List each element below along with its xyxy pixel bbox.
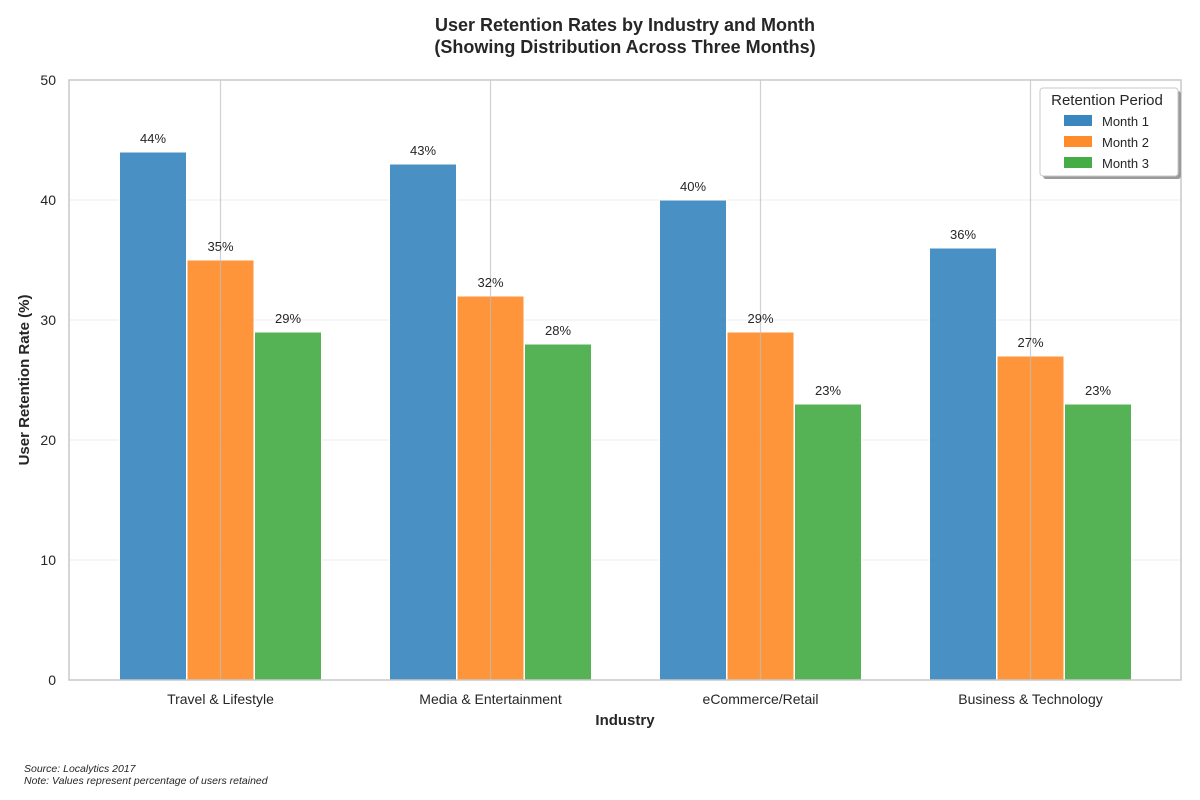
chart-title: User Retention Rates by Industry and Mon…: [435, 15, 815, 35]
y-tick-label: 20: [40, 432, 56, 448]
bar-data-label: 43%: [410, 143, 436, 158]
legend-title: Retention Period: [1051, 92, 1163, 109]
bar: [659, 199, 727, 681]
bar-data-label: 23%: [815, 383, 841, 398]
x-tick-label: Media & Entertainment: [419, 691, 562, 707]
bar-data-label: 27%: [1017, 335, 1043, 350]
legend-swatch: [1064, 157, 1092, 168]
legend-label: Month 2: [1102, 135, 1149, 150]
legend-box: [1039, 87, 1179, 177]
legend-swatch: [1064, 136, 1092, 147]
bar-data-label: 35%: [207, 239, 233, 254]
chart-subtitle: (Showing Distribution Across Three Month…: [434, 37, 815, 57]
x-axis-title: Industry: [595, 712, 655, 729]
legend-swatch: [1064, 115, 1092, 126]
bar: [389, 163, 457, 681]
bar-data-label: 44%: [140, 131, 166, 146]
data-labels-layer: 44% 43% 40% 36% 35% 32% 29% 27% 29% 28% 23% 23%: [140, 131, 1111, 398]
x-tick-label: eCommerce/Retail: [703, 691, 819, 707]
bar: [929, 247, 997, 681]
bar-data-label: 32%: [477, 275, 503, 290]
y-tick-label: 30: [40, 312, 56, 328]
bar: [524, 343, 592, 681]
bar-data-label: 36%: [950, 227, 976, 242]
bars-layer: [119, 80, 1132, 681]
x-tick-label: Travel & Lifestyle: [167, 691, 274, 707]
legend-label: Month 3: [1102, 156, 1149, 171]
y-tick-label: 10: [40, 552, 56, 568]
bar-data-label: 23%: [1085, 383, 1111, 398]
bar-data-label: 29%: [747, 311, 773, 326]
bar-data-label: 40%: [680, 179, 706, 194]
legend-items: Month 1 Month 2 Month 3: [1064, 114, 1149, 171]
bar-data-label: 29%: [275, 311, 301, 326]
y-axis-title: User Retention Rate (%): [16, 295, 33, 466]
bar-data-label: 28%: [545, 323, 571, 338]
ticks-layer: 0 10 20 30 40 50 Travel & Lifestyle Media & Ent…: [40, 72, 1102, 707]
footnote-note: Note: Values represent percentage of use…: [24, 775, 269, 787]
legend-label: Month 1: [1102, 114, 1149, 129]
x-tick-label: Business & Technology: [958, 691, 1103, 707]
bar: [119, 151, 187, 681]
legend: Retention Period Month 1 Month 2 Month 3: [1039, 87, 1181, 179]
y-tick-label: 0: [48, 672, 56, 688]
y-tick-label: 50: [40, 72, 56, 88]
bar: [794, 403, 862, 681]
bar: [254, 331, 322, 681]
plot-frame: [68, 79, 1182, 681]
footnote-source: Source: Localytics 2017: [24, 763, 137, 775]
y-tick-label: 40: [40, 192, 56, 208]
bar: [1064, 403, 1132, 681]
x-gridlines: [219, 80, 1032, 680]
